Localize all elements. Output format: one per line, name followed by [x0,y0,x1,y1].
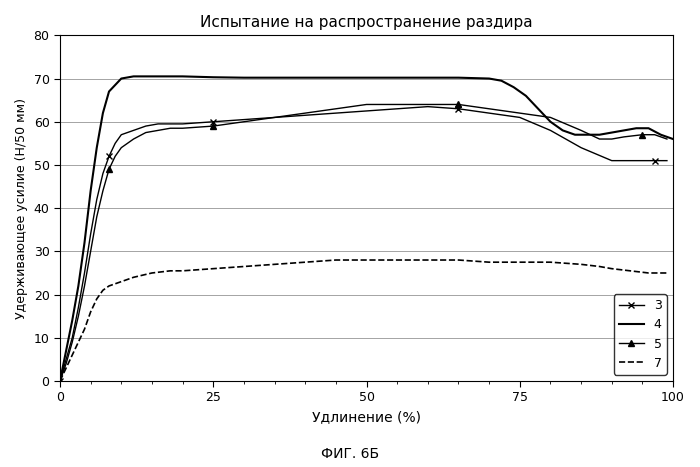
Legend: 3, 4, 5, 7: 3, 4, 5, 7 [614,294,667,375]
Title: Испытание на распространение раздира: Испытание на распространение раздира [200,15,533,30]
Y-axis label: Удерживающее усилие (Н/50 мм): Удерживающее усилие (Н/50 мм) [15,98,28,318]
Text: ФИГ. 6Б: ФИГ. 6Б [321,446,379,460]
X-axis label: Удлинение (%): Удлинение (%) [312,410,421,424]
